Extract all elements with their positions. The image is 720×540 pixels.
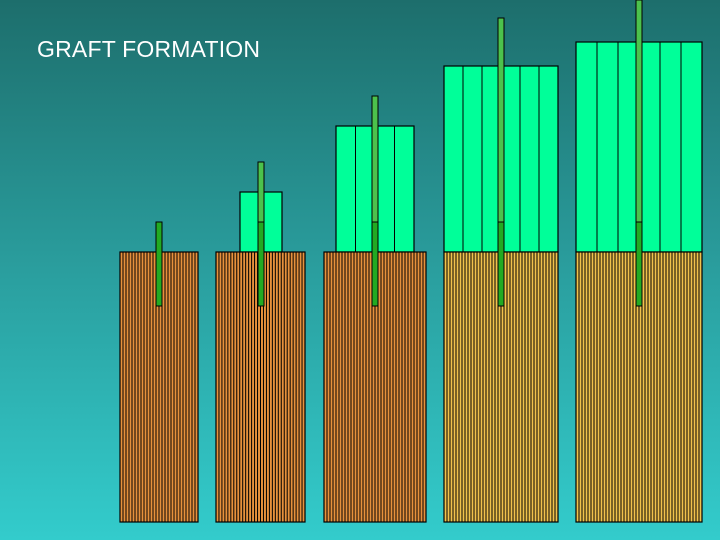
rootstock-stem [155,221,163,307]
graft-stage-5 [575,0,703,523]
graft-stage-2 [215,161,306,523]
graft-stem [497,17,505,223]
rootstock-stem [371,221,379,307]
rootstock-stem [497,221,505,307]
graft-stage-1 [119,221,199,523]
rootstock-stem [257,221,265,307]
graft-stage-3 [323,95,427,523]
graft-stage-4 [443,17,559,523]
graft-stem [371,95,379,223]
graft-stem [635,0,643,223]
rootstock-stem [635,221,643,307]
slide-title: GRAFT FORMATION [37,36,261,62]
graft-stem [257,161,265,223]
